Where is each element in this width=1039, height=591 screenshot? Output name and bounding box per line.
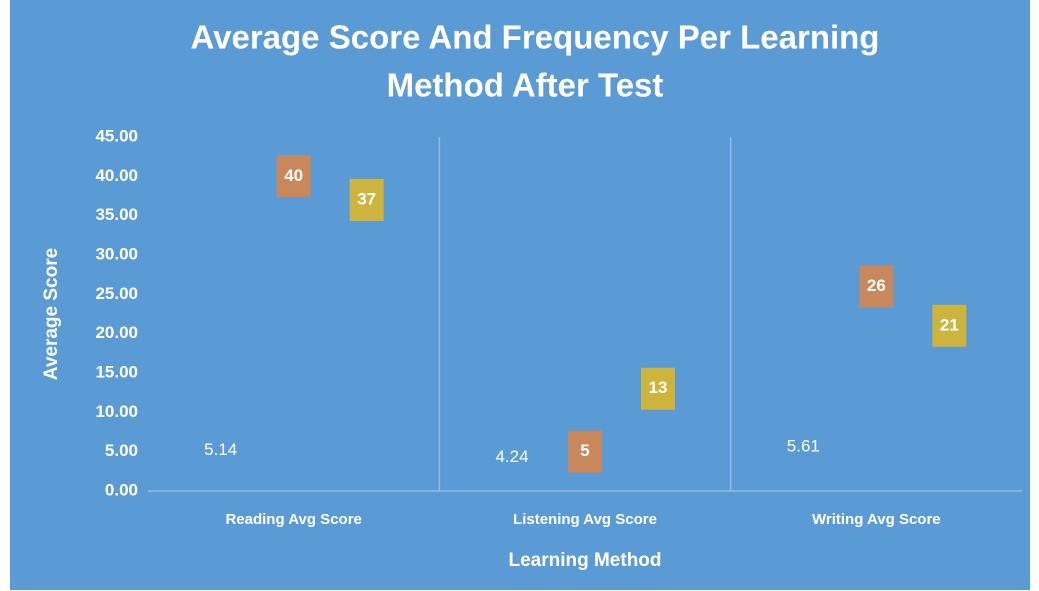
- point-marker: [641, 367, 675, 410]
- y-tick-label: 0.00: [105, 480, 138, 499]
- value-label: 21: [940, 315, 959, 334]
- value-label: 37: [357, 189, 376, 208]
- point-marker: [349, 178, 384, 221]
- x-tick-label: Listening Avg Score: [513, 511, 657, 528]
- y-tick-label: 10.00: [95, 402, 138, 421]
- y-tick-label: 15.00: [95, 362, 138, 381]
- y-tick-label: 35.00: [95, 205, 138, 224]
- value-label: 5.14: [204, 440, 237, 459]
- value-label: 13: [649, 378, 668, 397]
- y-tick-label: 45.00: [95, 126, 138, 145]
- point-marker: [859, 265, 894, 308]
- y-axis-label: Average Score: [41, 248, 62, 380]
- point-marker: [568, 430, 602, 473]
- point-marker: [276, 155, 311, 198]
- y-tick-label: 25.00: [95, 284, 138, 303]
- y-tick-label: 30.00: [95, 244, 138, 263]
- value-label: 5.61: [787, 436, 820, 455]
- value-label: 40: [284, 166, 303, 185]
- x-axis-label: Learning Method: [508, 550, 661, 571]
- value-label: 4.24: [495, 447, 528, 466]
- chart-title: Average Score And Frequency Per Learning: [191, 19, 880, 56]
- point-marker: [932, 304, 967, 347]
- x-tick-label: Reading Avg Score: [225, 511, 361, 528]
- y-tick-label: 40.00: [95, 166, 138, 185]
- y-tick-label: 5.00: [105, 441, 138, 460]
- value-label: 26: [867, 276, 886, 295]
- y-tick-label: 20.00: [95, 323, 138, 342]
- value-label: 5: [580, 441, 589, 460]
- x-tick-label: Writing Avg Score: [812, 511, 941, 528]
- chart-title: Method After Test: [387, 67, 664, 104]
